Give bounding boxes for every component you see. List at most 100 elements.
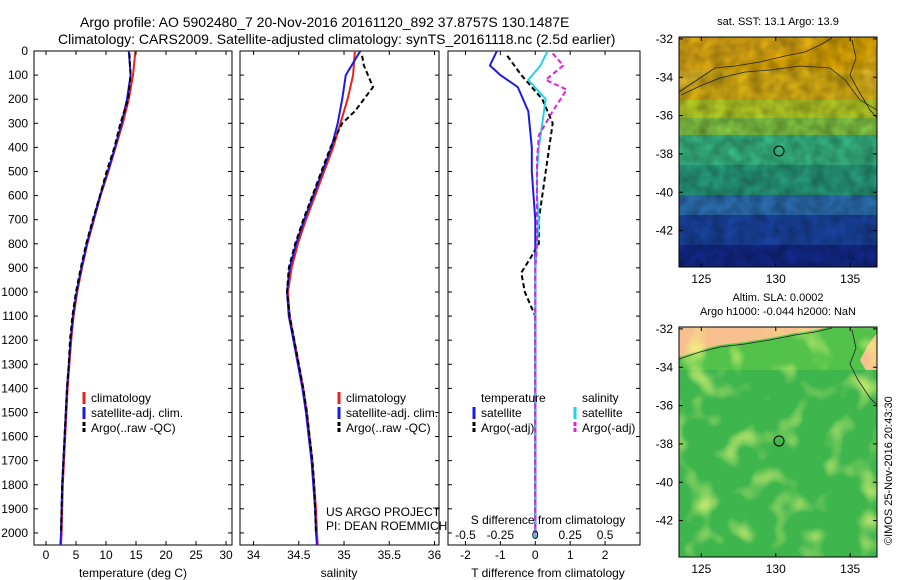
imos-stamp: ©IMOS 25-Nov-2016 20:43:30 [883, 396, 895, 545]
temperature-ytick-label: 1500 [1, 405, 28, 419]
salinity-xtick-label: 35 [337, 548, 351, 562]
difference-xtick-label: 2 [602, 548, 609, 562]
sla-map-ytick-label: -38 [656, 437, 674, 451]
temperature-ytick-label: 500 [8, 164, 28, 178]
sla-map-xtick-label: 130 [766, 562, 786, 576]
sla-anomalies [679, 327, 877, 557]
sla-argo-marker [773, 435, 785, 447]
sst-map-ytick-label: -36 [656, 109, 674, 123]
sla-map: Altim. SLA: 0.0002 Argo h1000: -0.044 h2… [656, 292, 878, 576]
salinity-legend-label: Argo(..raw -QC) [346, 421, 431, 435]
temperature-ytick-label: 1000 [1, 285, 28, 299]
sst-map-xtick-label: 130 [766, 272, 786, 286]
sst-contour-2 [680, 65, 877, 111]
temperature-xtick-label: 30 [219, 548, 233, 562]
salinity-series-argo-raw-qc- [285, 55, 375, 534]
temperature-xlabel: temperature (deg C) [79, 566, 187, 580]
temperature-ytick-label: 100 [8, 68, 28, 82]
sla-contour [679, 327, 877, 406]
salinity-xtick-label: 36 [428, 548, 442, 562]
difference-xtick-label: 1 [567, 548, 574, 562]
sst-map-xtick-label: 125 [691, 272, 711, 286]
temperature-ytick-label: 600 [8, 189, 28, 203]
difference-s-tick-label: -0.25 [487, 528, 515, 542]
sst-argo-marker [773, 145, 785, 157]
temperature-ytick-label: 1300 [1, 357, 28, 371]
diff-legend-salinity-title: salinity [582, 391, 619, 405]
diff-legend-temperature-label: satellite [481, 406, 522, 420]
difference-s-tick-label: -0.5 [455, 528, 476, 542]
salinity-panel: 34 34.5 35 35.5 36 salinity climatologysatelli… [239, 50, 447, 580]
temperature-frame [33, 50, 233, 546]
sst-texture [679, 37, 877, 267]
temperature-ytick-label: 700 [8, 213, 28, 227]
sla-axes: 125 130 135 -32 -34 -36 -38 -40 -42 [656, 322, 877, 576]
difference-series-salinity-argo-adj- [534, 52, 569, 533]
sla-map-ytick-label: -34 [656, 360, 674, 374]
salinity-xtick-label: 35.5 [378, 548, 402, 562]
sla-map-title-2: Argo h1000: -0.044 h2000: NaN [700, 306, 856, 318]
header-line2: Climatology: CARS2009. Satellite-adjuste… [58, 31, 615, 47]
difference-xtick-label: 0 [532, 548, 539, 562]
temperature-ytick-label: 1200 [1, 333, 28, 347]
sla-map-xtick-label: 125 [691, 562, 711, 576]
difference-s-tick-label: 0.25 [559, 528, 583, 542]
temperature-xtick-label: 0 [43, 548, 50, 562]
difference-panel: -2 -1 0 1 2 -0.5 -0.25 0 0.25 0.5S difference fro… [447, 50, 641, 580]
sla-map-xtick-label: 135 [840, 562, 860, 576]
difference-series-temperature-argo-adj- [506, 55, 554, 533]
temperature-xtick-label: 5 [73, 548, 80, 562]
difference-xtick-label: -2 [460, 548, 471, 562]
temperature-ytick-label: 300 [8, 116, 28, 130]
diff-legend-temperature-title: temperature [481, 391, 546, 405]
temperature-ytick-label: 1700 [1, 454, 28, 468]
difference-xlabel-top: S difference from climatology [471, 513, 626, 527]
temperature-ytick-label: 0 [21, 44, 28, 58]
sst-map-ytick-label: -32 [656, 32, 674, 46]
sla-map-ytick-label: -32 [656, 322, 674, 336]
temperature-ytick-label: 1600 [1, 430, 28, 444]
temperature-ytick-label: 800 [8, 237, 28, 251]
difference-s-tick-label: 0 [532, 528, 539, 542]
diff-legend-salinity-label: Argo(-adj) [582, 421, 635, 435]
salinity-xlabel: salinity [321, 566, 358, 580]
temperature-legend-label: satellite-adj. clim. [91, 406, 183, 420]
temperature-ytick-label: 1400 [1, 381, 28, 395]
sla-map-title-1: Altim. SLA: 0.0002 [732, 292, 823, 304]
temperature-ytick-label: 2000 [1, 526, 28, 540]
temperature-ytick-label: 200 [8, 92, 28, 106]
difference-frame [447, 50, 641, 546]
sla-map-ytick-label: -42 [656, 514, 674, 528]
header-line1: Argo profile: AO 5902480_7 20-Nov-2016 2… [80, 14, 569, 30]
temperature-xtick-label: 10 [99, 548, 113, 562]
sst-map: sat. SST: 13.1 Argo: 13.9 125 130 135 -32 -3… [656, 16, 878, 286]
temperature-ytick-label: 1900 [1, 502, 28, 516]
salinity-frame [239, 50, 440, 546]
sst-map-xtick-label: 135 [840, 272, 860, 286]
sst-axes: 125 130 135 -32 -34 -36 -38 -40 -42 [656, 32, 877, 286]
sst-map-ytick-label: -42 [656, 224, 674, 238]
sst-map-ytick-label: -38 [656, 147, 674, 161]
diff-legend-temperature-label: Argo(-adj) [481, 421, 534, 435]
diff-legend-salinity-label: satellite [582, 406, 623, 420]
sla-map-ytick-label: -36 [656, 399, 674, 413]
temperature-xtick-label: 25 [189, 548, 203, 562]
salinity-xtick-label: 34 [247, 548, 261, 562]
temperature-ytick-label: 400 [8, 140, 28, 154]
salinity-legend-label: climatology [346, 391, 406, 405]
temperature-ytick-label: 1100 [2, 309, 28, 323]
credit-line-2: PI: DEAN ROEMMICH [326, 519, 447, 533]
temperature-ytick-label: 1800 [1, 478, 28, 492]
temperature-xtick-label: 20 [159, 548, 173, 562]
sst-map-ytick-label: -34 [656, 70, 674, 84]
sst-frame [678, 36, 878, 268]
difference-s-tick-label: 0.5 [597, 528, 614, 542]
sla-map-ytick-label: -40 [656, 475, 674, 489]
sst-map-ytick-label: -40 [656, 185, 674, 199]
salinity-legend-label: satellite-adj. clim. [346, 406, 438, 420]
credit-line-1: US ARGO PROJECT [326, 505, 441, 519]
temperature-xtick-label: 15 [129, 548, 143, 562]
temperature-legend-label: Argo(..raw -QC) [91, 421, 176, 435]
difference-xtick-label: -1 [495, 548, 506, 562]
